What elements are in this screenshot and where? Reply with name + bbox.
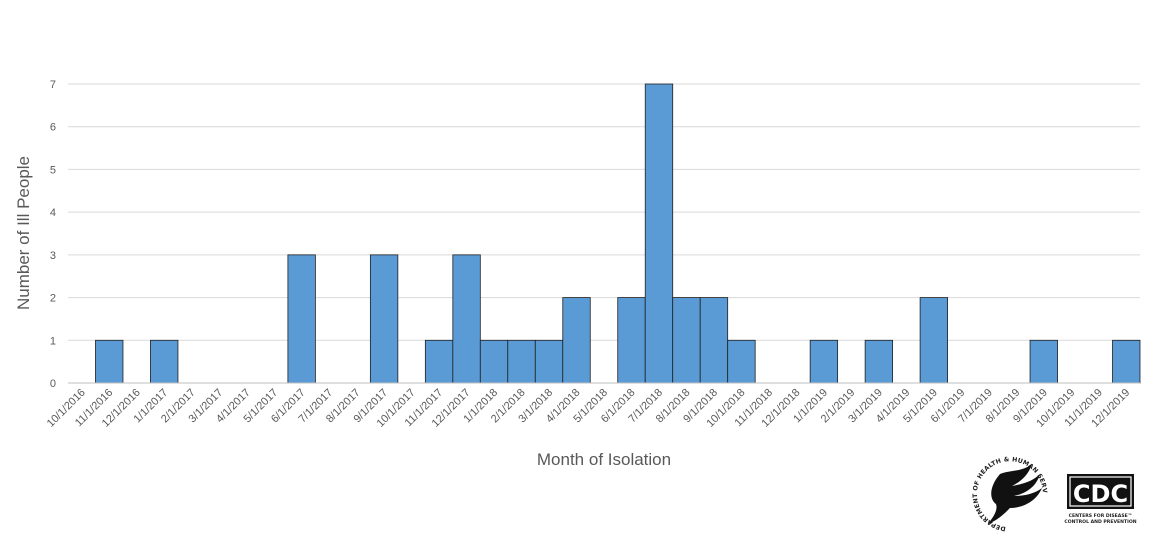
cdc-logo-box — [1067, 474, 1134, 509]
cdc-logo: CDC CENTERS FOR DISEASE™ CONTROL AND PRE… — [1064, 474, 1137, 525]
bar — [534, 339, 564, 384]
y-tick-label: 4 — [50, 207, 56, 219]
eagle-icon — [988, 464, 1042, 524]
bar — [369, 254, 399, 384]
y-tick-label: 2 — [50, 293, 56, 305]
bar — [617, 297, 646, 384]
cdc-subtext-2: CONTROL AND PREVENTION — [1064, 519, 1136, 525]
bar — [424, 339, 454, 384]
bar — [150, 339, 179, 384]
hhs-seal-logo: DEPARTMENT OF HEALTH & HUMAN SERVICES·US… — [972, 456, 1048, 532]
bar — [95, 339, 124, 384]
y-tick-label: 6 — [50, 122, 56, 134]
y-tick-label: 5 — [50, 164, 56, 176]
y-tick-label: 7 — [50, 79, 56, 91]
bar — [727, 339, 756, 384]
bar — [452, 254, 481, 384]
bar — [562, 297, 591, 384]
cdc-logo-text: CDC — [1073, 480, 1128, 508]
bar — [672, 297, 701, 384]
bar — [507, 339, 536, 384]
y-tick-label: 1 — [50, 335, 56, 347]
bar — [1029, 339, 1058, 384]
bar — [287, 254, 316, 384]
bar — [919, 297, 948, 384]
y-tick-label: 3 — [50, 250, 56, 262]
cdc-subtext-1: CENTERS FOR DISEASE™ — [1069, 513, 1133, 519]
x-tick-labels: 10/1/201611/1/201612/1/20161/1/20172/1/2… — [45, 387, 1133, 430]
y-tick-labels: 0 1 2 3 4 5 6 7 — [50, 79, 56, 390]
bar — [1112, 339, 1141, 384]
gridlines — [68, 83, 1140, 341]
bar — [809, 339, 839, 384]
bars — [95, 83, 1141, 384]
bar — [864, 339, 894, 384]
x-axis-title: Month of Isolation — [537, 450, 671, 469]
y-tick-label: 0 — [50, 378, 56, 390]
bar — [699, 297, 729, 384]
bar — [644, 83, 674, 384]
bar — [479, 339, 509, 384]
y-axis-title: Number of Ill People — [14, 156, 33, 310]
